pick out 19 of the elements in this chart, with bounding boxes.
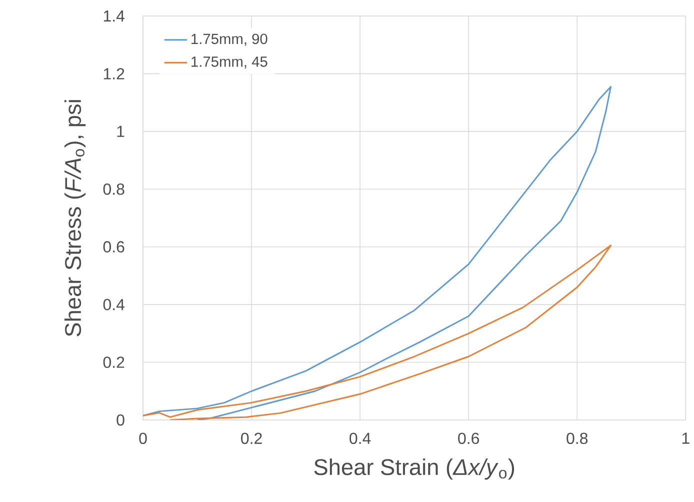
y-tick-label: 0.2	[103, 356, 124, 368]
y-tick-label: 1.4	[104, 10, 124, 22]
y-axis-title: Shear Stress (F/A$_{o}$), psi	[64, 100, 86, 336]
y-tick-label: 0.8	[103, 183, 124, 195]
line-series	[143, 244, 612, 420]
x-axis-title: Shear Strain (Δx/y$_{o}$)	[314, 458, 514, 480]
y-tick-label: 0.6	[103, 241, 124, 252]
legend-label: 1.75mm, 90	[192, 34, 268, 46]
y-tick-label: 0	[116, 414, 124, 426]
y-tick-label: 1.2	[104, 68, 124, 80]
x-tick-label: 0.6	[458, 432, 480, 444]
y-tick-label: 0.4	[103, 298, 124, 310]
x-tick-label: 0.2	[241, 432, 262, 444]
x-tick-label: 0.4	[350, 432, 371, 444]
y-tick-label: 1	[117, 126, 124, 137]
x-tick-label: 0.8	[566, 432, 588, 444]
x-tick-label: 1	[682, 432, 690, 444]
legend-label: 1.75mm, 45	[192, 56, 268, 69]
x-tick-label: 0	[139, 432, 147, 444]
